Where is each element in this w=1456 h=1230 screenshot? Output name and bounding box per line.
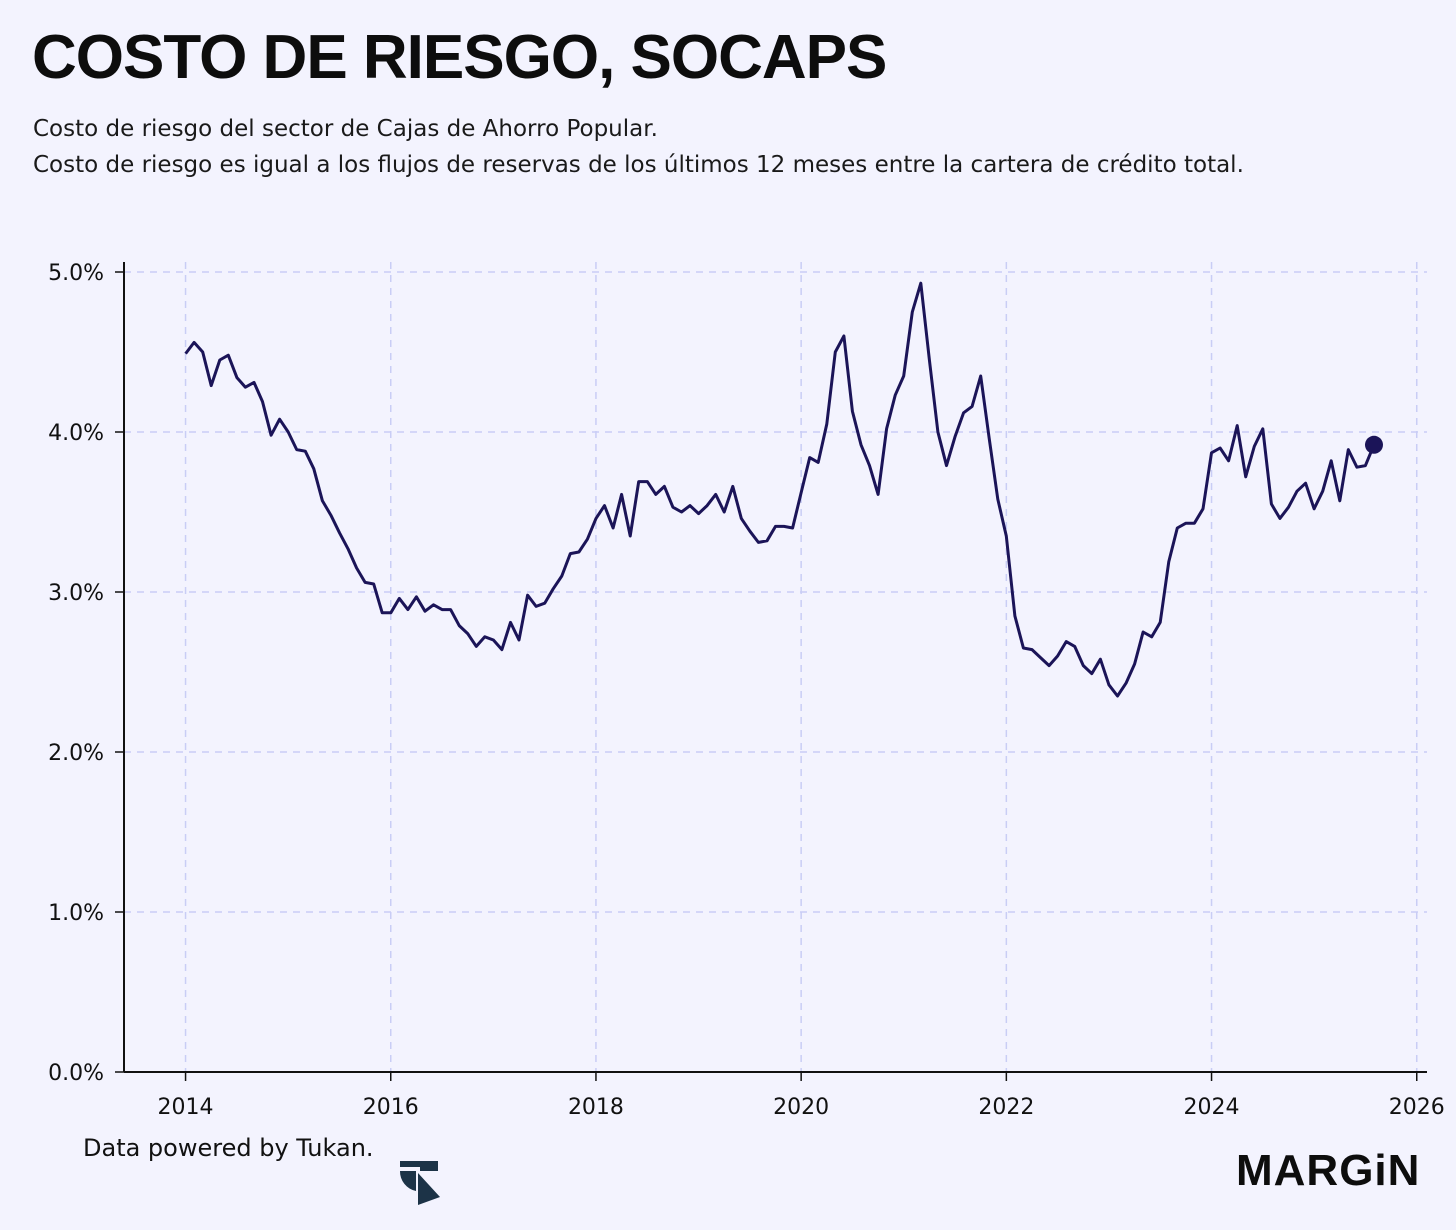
series-layer xyxy=(184,281,1383,698)
y-tick-label: 5.0% xyxy=(48,261,104,286)
y-tick-label: 2.0% xyxy=(48,741,104,766)
x-tick-label: 2014 xyxy=(158,1095,214,1120)
data-source-text: Data powered by Tukan. xyxy=(83,1134,374,1162)
margin-brand-logo: MARGiN xyxy=(1236,1146,1421,1195)
chart-title: COSTO DE RIESGO, SOCAPS xyxy=(32,23,887,92)
x-tick-label: 2022 xyxy=(978,1095,1034,1120)
x-tick-label: 2018 xyxy=(568,1095,624,1120)
tukan-logo-icon xyxy=(399,1161,440,1205)
x-tick-label: 2026 xyxy=(1389,1095,1445,1120)
series-line xyxy=(184,281,1376,698)
chart-subtitle-line-1: Costo de riesgo del sector de Cajas de A… xyxy=(33,116,658,142)
tick-labels: 2014 2016 2018 2020 2022 2024 2026 0.0% 1.0% 2.0%… xyxy=(48,261,1445,1120)
y-tick-label: 4.0% xyxy=(48,421,104,446)
chart-subtitle-line-2: Costo de riesgo es igual a los flujos de… xyxy=(33,152,1244,178)
x-tick-label: 2024 xyxy=(1184,1095,1240,1120)
y-tick-label: 3.0% xyxy=(48,581,104,606)
series-end-marker xyxy=(1364,435,1383,454)
y-tick-label: 1.0% xyxy=(48,901,104,926)
x-tick-label: 2016 xyxy=(363,1095,419,1120)
axes xyxy=(115,262,1427,1081)
y-tick-label: 0.0% xyxy=(48,1061,104,1086)
x-tick-label: 2020 xyxy=(773,1095,829,1120)
grid xyxy=(124,262,1427,1072)
